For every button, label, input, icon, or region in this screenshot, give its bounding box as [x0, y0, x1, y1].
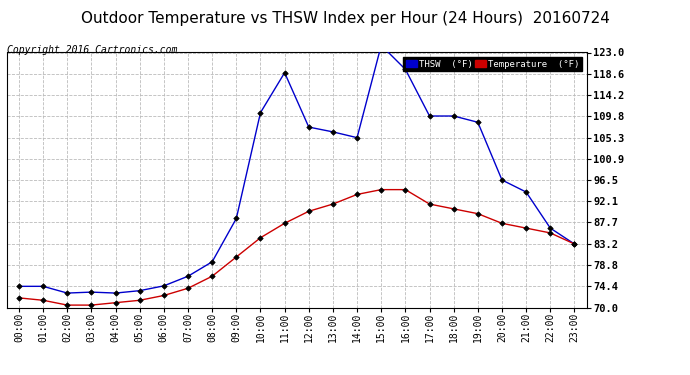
Text: Outdoor Temperature vs THSW Index per Hour (24 Hours)  20160724: Outdoor Temperature vs THSW Index per Ho… — [81, 11, 609, 26]
Legend: THSW  (°F), Temperature  (°F): THSW (°F), Temperature (°F) — [404, 57, 582, 71]
Text: Copyright 2016 Cartronics.com: Copyright 2016 Cartronics.com — [7, 45, 177, 55]
